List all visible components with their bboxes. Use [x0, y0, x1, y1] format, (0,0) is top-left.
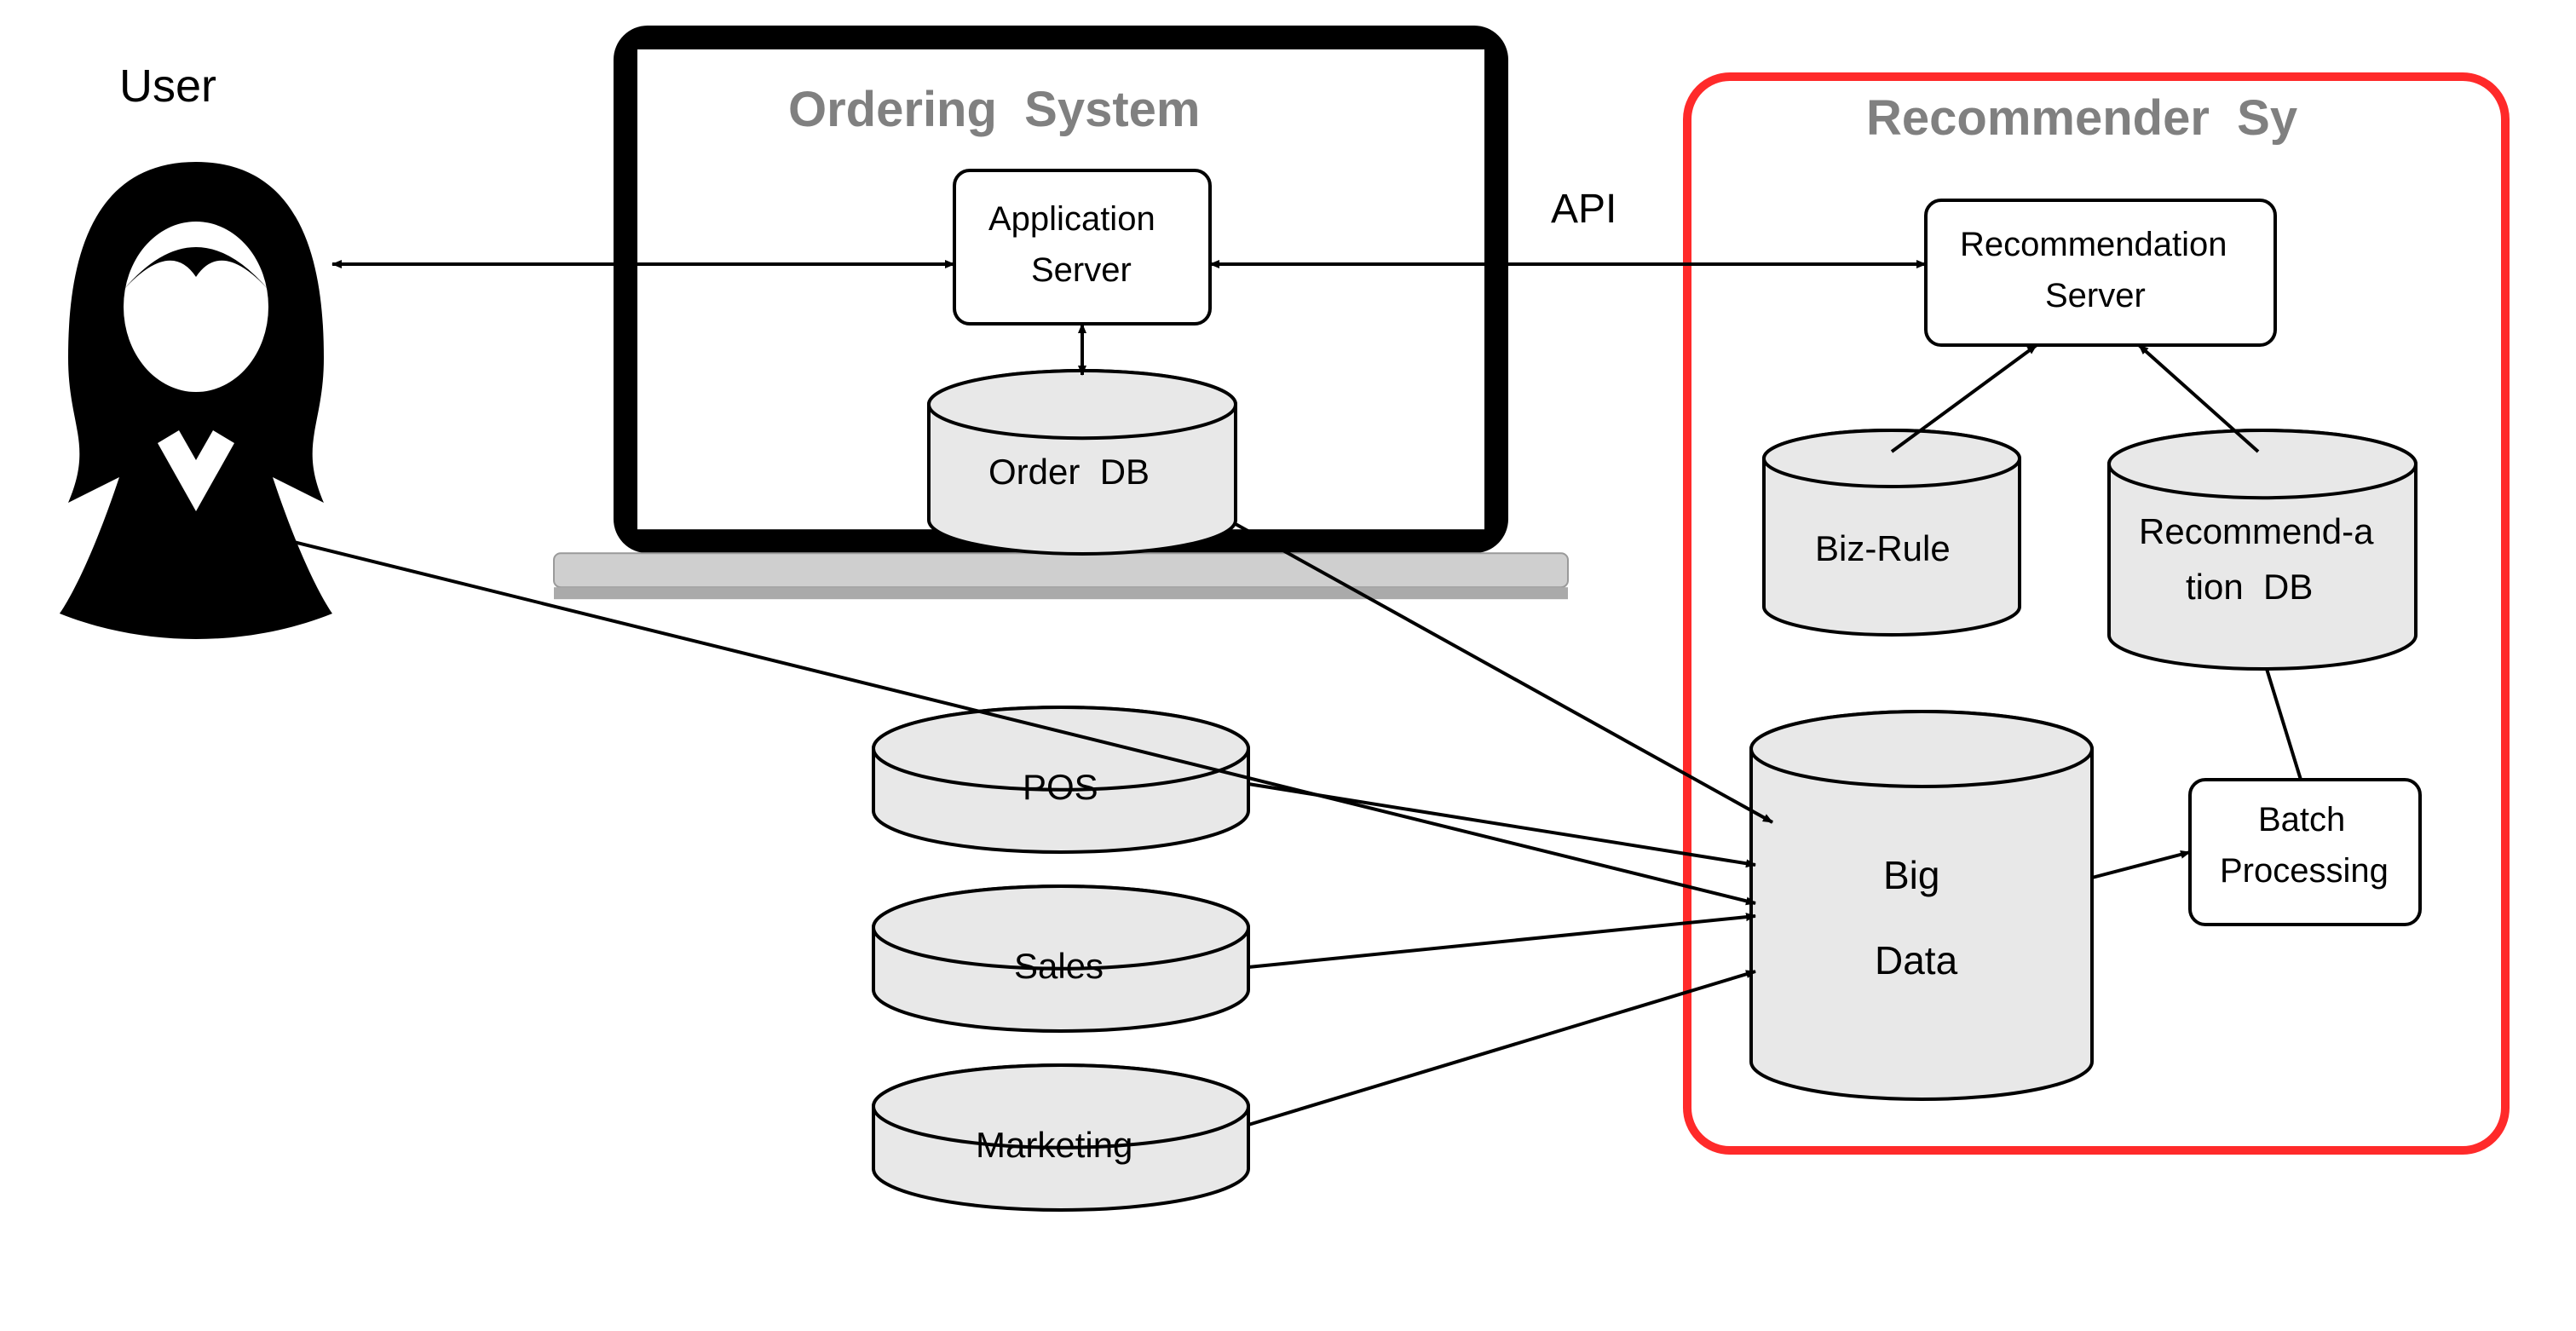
rec-db-label-1: Recommend-a	[2139, 511, 2373, 552]
app-server-label-2: Server	[1031, 251, 1132, 290]
marketing-label: Marketing	[976, 1125, 1132, 1166]
batch-label-2: Processing	[2220, 852, 2389, 890]
pos-label: POS	[1023, 767, 1098, 808]
api-label: API	[1551, 186, 1616, 233]
ordering-system-title: Ordering System	[788, 81, 1200, 138]
bigdata-label-1: Big	[1883, 852, 1939, 898]
recommender-system-title: Recommender Sy	[1866, 89, 2297, 147]
app-server-label-1: Application	[988, 200, 1155, 239]
user-label: User	[119, 60, 216, 112]
bigdata-label-2: Data	[1875, 937, 1957, 983]
rec-db-label-2: tion DB	[2186, 567, 2313, 608]
rec-server-label-1: Recommendation	[1960, 226, 2227, 264]
order-db-label: Order DB	[988, 452, 1150, 493]
diagram-svg	[0, 0, 2576, 1327]
sales-label: Sales	[1014, 946, 1104, 987]
rec-server-label-2: Server	[2045, 277, 2146, 315]
batch-label-1: Batch	[2258, 801, 2345, 839]
diagram-root: User Ordering System Recommender Sy API …	[0, 0, 2576, 1327]
biz-rule-label: Biz-Rule	[1815, 528, 1951, 569]
